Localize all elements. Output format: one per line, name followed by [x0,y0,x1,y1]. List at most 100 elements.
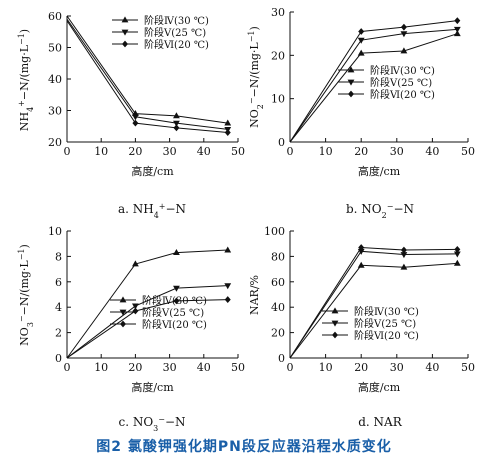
y-axis-title: NAR/% [248,275,261,315]
x-axis-title: 高度/cm [131,164,174,178]
data-point [173,112,180,119]
x-tick-label: 50 [461,145,475,158]
legend-label: 阶段Ⅴ(25 ℃) [144,26,206,39]
data-point [358,28,365,35]
data-point [400,23,407,31]
y-tick-label: 40 [48,73,62,86]
y-tick-label: 0 [278,352,285,365]
y-tick-label: 30 [271,6,285,19]
y-axis-title: NO3−−N/(mg·L−1) [17,244,35,346]
data-point [400,263,408,270]
series-line-3 [289,20,458,143]
subplot-label: d. NAR [358,415,402,429]
data-point [453,251,461,258]
legend-label: 阶段Ⅳ(30 ℃) [144,14,209,27]
x-tick-label: 40 [425,145,439,158]
legend-label: 阶段Ⅴ(25 ℃) [354,317,416,330]
data-point [132,119,139,127]
y-tick-label: 0 [55,352,62,365]
data-point [358,244,365,251]
x-tick-label: 30 [163,145,177,158]
y-axis-title: NH4+−N/(mg·L−1) [17,29,35,131]
figure-caption: 图2 氯酸钾强化期PN段反应器沿程水质变化 [96,439,392,455]
x-tick-label: 50 [231,361,245,374]
legend-label: 阶段Ⅴ(25 ℃) [142,306,204,319]
x-tick-label: 30 [390,145,404,158]
legend-marker [122,40,128,48]
x-tick-label: 0 [287,145,294,158]
legend-marker [332,331,338,339]
y-tick-label: 60 [48,10,62,23]
y-tick-label: 20 [271,327,285,340]
data-point [453,259,461,266]
legend-marker [347,66,355,73]
y-tick-label: 50 [48,42,62,55]
x-tick-label: 50 [461,361,475,374]
series-line-2 [66,285,228,359]
figure-canvas: 0 10 20 30 40 502030405060高度/cmNH4+−N/(mg·L−1… [17,6,476,432]
data-point [453,30,461,37]
series-line-2 [66,18,228,130]
legend: 阶段Ⅳ(30 ℃)阶段Ⅴ(25 ℃)阶段Ⅵ(20 ℃) [322,305,419,342]
x-tick-label: 20 [128,145,142,158]
y-tick-label: 8 [55,250,62,263]
x-tick-label: 0 [287,361,294,374]
series-line-2 [289,28,458,143]
x-axis-title: 高度/cm [131,380,174,394]
x-tick-label: 10 [319,145,333,158]
subplot-c: 0 10 20 30 40 50 0 2 4 6 8 10 高度/cm NO3−−N/(mg·L−1) 阶段… [17,225,246,394]
series-line-1 [289,33,458,143]
legend-marker [119,296,127,303]
legend-marker [121,29,129,36]
subplot-a: 0 10 20 30 40 50 20 30 40 50 60 高度/cm NH4+−N/(mg·L−1… [17,10,246,178]
y-tick-label: 0 [278,136,285,149]
y-tick-label: 6 [55,276,62,289]
legend-marker [347,79,355,86]
series-line-2 [289,250,458,359]
data-point [173,297,180,305]
data-point [400,246,407,254]
data-point [400,31,408,38]
y-tick-label: 20 [271,49,285,62]
y-tick-label: 2 [55,327,62,340]
legend-marker [331,320,339,327]
legend: 阶段Ⅳ(30 ℃)阶段Ⅴ(25 ℃)阶段Ⅵ(20 ℃) [112,14,209,51]
x-axis-title: 高度/cm [358,164,401,178]
legend-label: 阶段Ⅵ(20 ℃) [370,88,435,101]
series-line-1 [66,249,228,359]
x-tick-label: 40 [425,361,439,374]
legend-label: 阶段Ⅵ(20 ℃) [144,38,209,51]
legend-marker [331,307,339,314]
x-tick-label: 0 [64,145,71,158]
x-tick-label: 30 [163,361,177,374]
x-tick-label: 10 [94,361,108,374]
subplot-label: a. NH4+−N [118,202,186,220]
y-tick-label: 100 [264,225,285,238]
legend-marker [119,309,127,316]
series-line-1 [289,262,458,359]
data-point [132,260,139,267]
y-tick-label: 80 [271,250,285,263]
x-tick-label: 20 [354,361,368,374]
legend-label: 阶段Ⅳ(30 ℃) [370,64,435,77]
x-tick-label: 30 [390,361,404,374]
data-point [224,246,232,253]
data-point [400,252,408,259]
x-tick-label: 10 [94,145,108,158]
legend-label: 阶段Ⅴ(25 ℃) [370,76,432,89]
x-tick-label: 40 [197,361,211,374]
series-line-1 [66,15,228,124]
legend: 阶段Ⅳ(30 ℃)阶段Ⅴ(25 ℃)阶段Ⅵ(20 ℃) [338,64,435,101]
data-point [173,285,180,292]
data-point [357,37,365,44]
x-tick-label: 20 [354,145,368,158]
legend-label: 阶段Ⅵ(20 ℃) [354,329,419,342]
x-tick-label: 40 [197,145,211,158]
y-tick-label: 10 [271,93,285,106]
x-tick-label: 20 [128,361,142,374]
x-tick-label: 10 [319,361,333,374]
subplot-b: 0 10 20 30 40 50 0 10 20 30 高度/cm NO2−−N/(mg·L−1) 阶段… [247,6,476,178]
series-line-3 [66,299,228,359]
x-tick-label: 0 [64,361,71,374]
data-point [224,296,231,303]
